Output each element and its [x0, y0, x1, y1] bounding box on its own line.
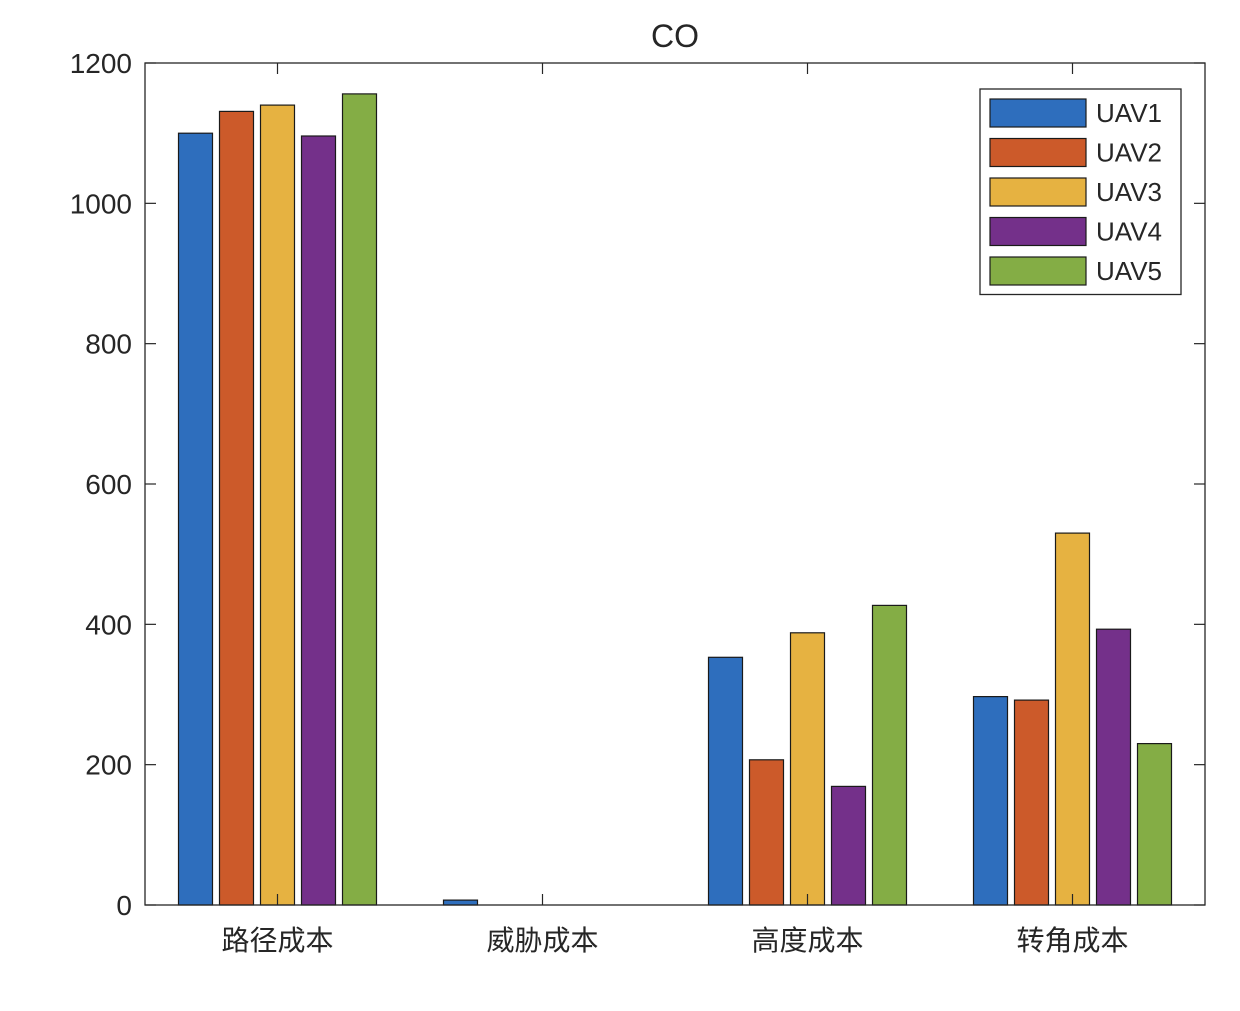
bar-uav2-4 [1013, 699, 1050, 906]
legend: UAV1 UAV2 UAV3 UAV4 UAV5 [979, 88, 1182, 296]
x-tick-label: 路径成本 [221, 925, 333, 956]
legend-label-uav2: UAV2 [1096, 138, 1162, 168]
y-tick-label: 1200 [70, 48, 132, 79]
legend-label-uav1: UAV1 [1096, 98, 1162, 128]
bar-uav4-1 [300, 135, 337, 906]
bar-uav4-3 [830, 785, 867, 906]
bar-uav3-4 [1054, 532, 1091, 906]
y-tick-label: 1000 [70, 188, 132, 219]
x-tick-label: 威胁成本 [486, 925, 598, 956]
bars [177, 93, 1173, 906]
axis-ticks: 0 200 400 600 800 1000 1200 路径成本 威胁成本 高度成本 转角成本 [70, 48, 1205, 956]
legend-swatch-uav2 [989, 137, 1087, 168]
y-tick-label: 600 [85, 469, 132, 500]
legend-swatch-uav5 [989, 256, 1087, 286]
legend-label-uav3: UAV3 [1096, 177, 1162, 207]
bar-uav4-4 [1095, 628, 1132, 906]
legend-label-uav5: UAV5 [1096, 256, 1162, 286]
bar-uav2-3 [748, 759, 785, 906]
legend-swatch-uav3 [989, 177, 1087, 207]
bar-uav5-3 [871, 604, 908, 906]
bar-uav2-1 [218, 110, 255, 906]
bar-uav3-1 [259, 104, 296, 906]
bar-uav1-4 [972, 695, 1009, 906]
bar-uav5-4 [1136, 742, 1173, 906]
bar-uav1-3 [707, 656, 744, 906]
y-tick-label: 400 [85, 609, 132, 640]
bar-uav1-2 [442, 899, 479, 906]
legend-label-uav4: UAV4 [1096, 217, 1162, 247]
x-tick-label: 转角成本 [1016, 925, 1128, 956]
chart-title: CO [651, 18, 699, 54]
legend-swatch-uav1 [989, 98, 1087, 128]
y-tick-label: 800 [85, 329, 132, 360]
bar-uav1-1 [177, 132, 214, 906]
legend-swatch-uav4 [989, 216, 1087, 247]
bar-uav5-1 [341, 93, 378, 906]
x-tick-label: 高度成本 [751, 925, 863, 956]
y-tick-label: 0 [116, 890, 132, 921]
y-tick-label: 200 [85, 750, 132, 781]
bar-uav3-3 [789, 632, 826, 906]
